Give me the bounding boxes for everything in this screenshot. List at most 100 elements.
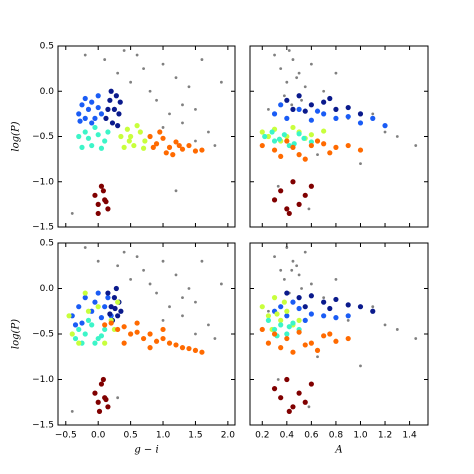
point <box>129 80 133 84</box>
point <box>85 106 92 112</box>
point <box>284 376 290 383</box>
point <box>148 89 152 93</box>
y-axis-label: log(P) <box>11 319 22 349</box>
point <box>383 130 387 134</box>
point <box>179 146 186 152</box>
point <box>300 98 303 102</box>
point <box>290 103 294 107</box>
point <box>309 62 313 66</box>
point <box>284 308 290 314</box>
point <box>278 395 284 401</box>
x-tick-label: 0.6 <box>304 431 319 441</box>
point <box>160 335 166 342</box>
point <box>140 335 147 342</box>
point <box>359 364 362 368</box>
point <box>174 273 178 277</box>
point <box>181 296 184 299</box>
point <box>296 106 302 112</box>
point <box>290 320 296 326</box>
point <box>194 332 197 336</box>
point <box>95 104 101 111</box>
y-tick-label: −1.5 <box>32 421 54 431</box>
point <box>166 144 173 150</box>
point <box>82 331 88 337</box>
point <box>95 93 101 99</box>
point <box>118 133 124 140</box>
point <box>284 331 290 337</box>
point <box>286 210 292 217</box>
point <box>290 106 296 112</box>
point <box>173 342 179 348</box>
y-tick-label: −1.0 <box>32 177 54 187</box>
point <box>302 156 308 162</box>
point <box>302 342 308 348</box>
point <box>160 135 166 141</box>
point <box>105 106 111 112</box>
point <box>295 76 299 80</box>
point <box>76 111 82 117</box>
point <box>321 299 327 305</box>
point <box>168 305 171 309</box>
point <box>284 206 290 212</box>
y-tick-label: −1.0 <box>32 375 54 385</box>
point <box>121 144 127 150</box>
point <box>76 340 82 346</box>
point <box>286 408 292 414</box>
point <box>278 322 284 328</box>
point <box>259 304 265 310</box>
point <box>281 132 287 138</box>
point <box>327 150 333 156</box>
point <box>269 129 275 135</box>
point <box>98 145 105 151</box>
point <box>259 129 265 135</box>
point <box>309 282 313 286</box>
point <box>108 304 114 310</box>
point <box>69 331 75 337</box>
point <box>115 299 121 305</box>
point <box>267 309 270 313</box>
point <box>176 142 182 149</box>
point <box>290 124 296 131</box>
point <box>207 130 210 134</box>
point <box>259 326 265 333</box>
point <box>345 142 351 149</box>
x-tick-label: 1.0 <box>353 431 368 441</box>
point <box>79 320 85 326</box>
point <box>82 115 88 121</box>
point <box>131 142 137 149</box>
point <box>308 139 314 145</box>
point <box>82 129 88 135</box>
point <box>333 315 339 321</box>
point <box>181 314 184 318</box>
point <box>267 107 270 111</box>
point <box>284 115 290 121</box>
point <box>265 133 272 140</box>
point <box>134 320 140 326</box>
point <box>105 404 111 410</box>
point <box>333 106 339 112</box>
point <box>296 317 302 323</box>
point <box>179 345 186 351</box>
point <box>199 349 205 355</box>
point <box>186 345 192 352</box>
point <box>301 135 307 141</box>
point <box>213 337 217 340</box>
point <box>128 331 134 337</box>
point <box>194 300 197 304</box>
point <box>107 311 113 317</box>
point <box>103 199 109 205</box>
point <box>103 115 109 121</box>
point <box>174 76 178 80</box>
point <box>105 295 111 301</box>
point <box>186 142 192 149</box>
point <box>382 123 388 129</box>
point <box>321 128 327 134</box>
point <box>276 136 283 142</box>
point <box>285 80 289 84</box>
point <box>79 102 85 108</box>
point <box>307 207 311 211</box>
point <box>278 345 284 351</box>
point <box>265 340 272 346</box>
point <box>296 390 302 396</box>
